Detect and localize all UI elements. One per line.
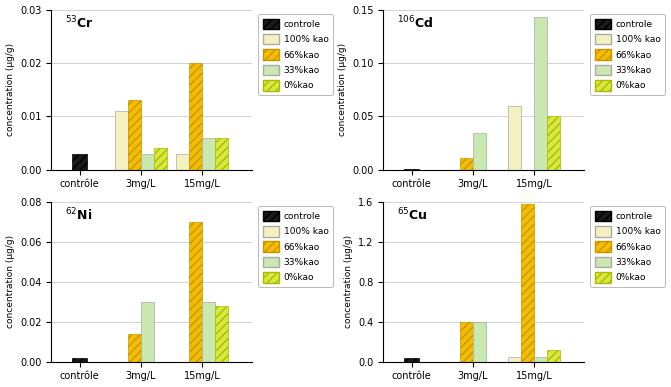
Bar xyxy=(404,358,419,362)
Bar xyxy=(141,154,154,170)
Bar xyxy=(203,138,215,170)
Bar xyxy=(521,204,534,362)
Bar xyxy=(203,302,215,362)
Bar xyxy=(534,357,548,362)
Bar xyxy=(154,148,167,170)
Bar xyxy=(141,302,154,362)
Bar xyxy=(548,116,560,170)
Bar xyxy=(215,138,228,170)
Legend: controle, 100% kao, 66%kao, 33%kao, 0%kao: controle, 100% kao, 66%kao, 33%kao, 0%ka… xyxy=(258,206,333,287)
Bar xyxy=(534,17,548,170)
Bar xyxy=(115,111,128,170)
Bar xyxy=(404,169,419,170)
Y-axis label: concentration (µg/g): concentration (µg/g) xyxy=(338,43,347,136)
Y-axis label: concentration (µg/g): concentration (µg/g) xyxy=(5,235,15,328)
Bar xyxy=(72,358,87,362)
Text: $^{62}$Ni: $^{62}$Ni xyxy=(65,207,93,223)
Bar xyxy=(473,134,486,170)
Bar xyxy=(215,306,228,362)
Bar xyxy=(548,350,560,362)
Bar xyxy=(473,322,486,362)
Text: $^{65}$Cu: $^{65}$Cu xyxy=(397,207,428,223)
Text: $^{106}$Cd: $^{106}$Cd xyxy=(397,14,433,31)
Bar xyxy=(189,222,203,362)
Bar xyxy=(509,106,521,170)
Y-axis label: concentration (µg/g): concentration (µg/g) xyxy=(5,43,15,136)
Bar xyxy=(460,158,473,170)
Bar xyxy=(509,357,521,362)
Bar xyxy=(189,63,203,170)
Bar xyxy=(128,334,141,362)
Text: $^{53}$Cr: $^{53}$Cr xyxy=(65,14,94,31)
Bar xyxy=(72,154,87,170)
Legend: controle, 100% kao, 66%kao, 33%kao, 0%kao: controle, 100% kao, 66%kao, 33%kao, 0%ka… xyxy=(258,14,333,95)
Bar xyxy=(176,154,189,170)
Legend: controle, 100% kao, 66%kao, 33%kao, 0%kao: controle, 100% kao, 66%kao, 33%kao, 0%ka… xyxy=(590,14,665,95)
Bar xyxy=(460,322,473,362)
Y-axis label: concentration (µg/g): concentration (µg/g) xyxy=(344,235,353,328)
Legend: controle, 100% kao, 66%kao, 33%kao, 0%kao: controle, 100% kao, 66%kao, 33%kao, 0%ka… xyxy=(590,206,665,287)
Bar xyxy=(128,100,141,170)
